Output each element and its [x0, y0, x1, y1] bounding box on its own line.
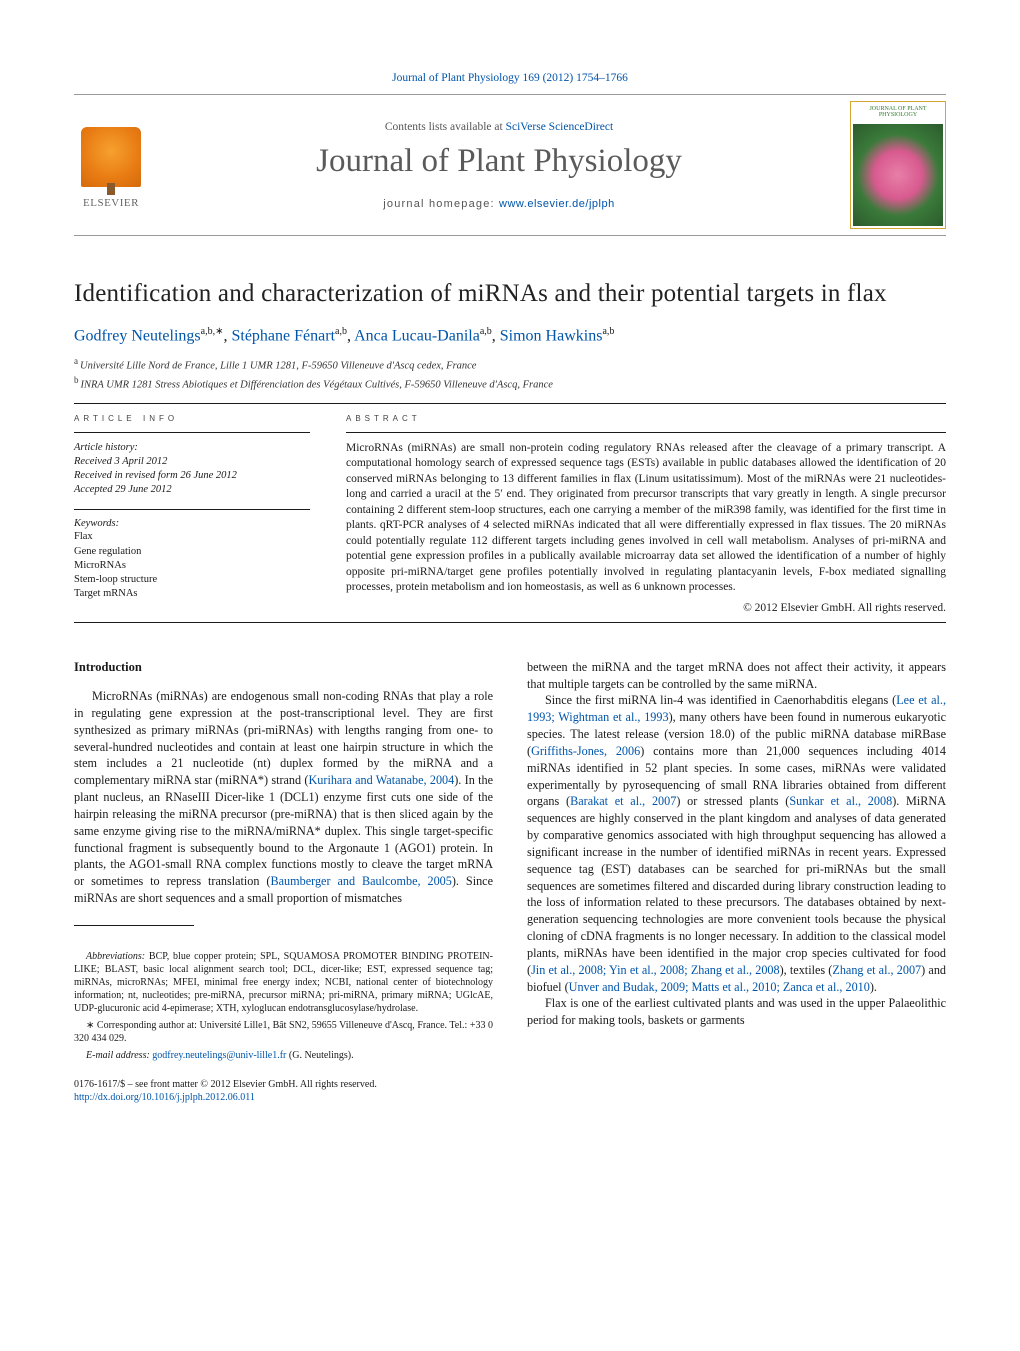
aff-text: INRA UMR 1281 Stress Abiotiques et Diffé… [81, 380, 553, 391]
doi-link[interactable]: http://dx.doi.org/10.1016/j.jplph.2012.0… [74, 1092, 255, 1103]
history-revised: Received in revised form 26 June 2012 [74, 469, 310, 483]
journal-cover-thumb: JOURNAL OF PLANT PHYSIOLOGY [850, 101, 946, 229]
journal-ref-link[interactable]: Journal of Plant Physiology 169 (2012) 1… [392, 72, 628, 84]
email-link[interactable]: godfrey.neutelings@univ-lille1.fr [152, 1050, 286, 1061]
abstract-heading: abstract [346, 410, 946, 424]
article-title: Identification and characterization of m… [74, 280, 946, 308]
abbrev-footnote: Abbreviations: BCP, blue copper protein;… [74, 950, 493, 1015]
email-footnote: E-mail address: godfrey.neutelings@univ-… [74, 1049, 493, 1062]
aff-key: b [74, 375, 79, 385]
aff-text: Université Lille Nord de France, Lille 1… [80, 361, 476, 372]
author-link[interactable]: Godfrey Neutelings [74, 327, 201, 344]
cover-title: JOURNAL OF PLANT PHYSIOLOGY [851, 102, 945, 122]
citation-link[interactable]: Barakat et al., 2007 [570, 794, 676, 808]
article-info-heading: article info [74, 410, 310, 424]
keywords-label: Keywords: [74, 518, 310, 529]
history-label: Article history: [74, 441, 310, 455]
history-accepted: Accepted 29 June 2012 [74, 483, 310, 497]
rule-info-2 [74, 509, 310, 510]
keyword: Gene regulation [74, 545, 310, 559]
citation-link[interactable]: Baumberger and Baulcombe, 2005 [271, 874, 452, 888]
keyword: MicroRNAs [74, 559, 310, 573]
rule-abstract [346, 432, 946, 433]
corresponding-footnote: ∗ Corresponding author at: Université Li… [74, 1019, 493, 1045]
header-row: ELSEVIER Contents lists available at Sci… [74, 101, 946, 229]
citation-link[interactable]: Kurihara and Watanabe, 2004 [308, 773, 454, 787]
sciencedirect-link[interactable]: SciVerse ScienceDirect [506, 121, 614, 133]
elsevier-logo: ELSEVIER [74, 121, 148, 209]
footnote-rule [74, 925, 194, 926]
cover-flower-icon [853, 124, 943, 226]
homepage-label: journal homepage: [383, 198, 499, 210]
journal-title: Journal of Plant Physiology [148, 143, 850, 180]
homepage-line: journal homepage: www.elsevier.de/jplph [148, 198, 850, 210]
aff-key: a [74, 356, 78, 366]
rule-header-bottom [74, 235, 946, 236]
rule-top [74, 94, 946, 95]
citation-link[interactable]: Sunkar et al., 2008 [789, 794, 892, 808]
author-aff: a,b [335, 326, 347, 337]
homepage-link[interactable]: www.elsevier.de/jplph [499, 198, 615, 210]
rule-below-abstract [74, 622, 946, 623]
contents-line: Contents lists available at SciVerse Sci… [148, 121, 850, 133]
intro-heading: Introduction [74, 659, 493, 676]
authors-line: Godfrey Neutelingsa,b,∗, Stéphane Fénart… [74, 326, 946, 345]
affiliations: aUniversité Lille Nord de France, Lille … [74, 355, 946, 392]
history-received: Received 3 April 2012 [74, 455, 310, 469]
body-paragraph: Flax is one of the earliest cultivated p… [527, 995, 946, 1029]
rule-info-1 [74, 432, 310, 433]
contents-prefix: Contents lists available at [385, 121, 506, 133]
body-paragraph: MicroRNAs (miRNAs) are endogenous small … [74, 688, 493, 907]
author-link[interactable]: Simon Hawkins [500, 327, 603, 344]
abstract-copyright: © 2012 Elsevier GmbH. All rights reserve… [346, 602, 946, 614]
author-aff: a,b [602, 326, 614, 337]
publisher-name: ELSEVIER [83, 197, 139, 209]
journal-reference: Journal of Plant Physiology 169 (2012) 1… [74, 72, 946, 84]
author-aff: a,b,∗ [201, 326, 224, 337]
doi-block: 0176-1617/$ – see front matter © 2012 El… [74, 1078, 493, 1104]
body-paragraph: between the miRNA and the target mRNA do… [527, 659, 946, 693]
citation-link[interactable]: Jin et al., 2008; Yin et al., 2008; Zhan… [531, 963, 780, 977]
citation-link[interactable]: Griffiths-Jones, 2006 [531, 744, 640, 758]
frontmatter-line: 0176-1617/$ – see front matter © 2012 El… [74, 1078, 493, 1091]
footnotes: Abbreviations: BCP, blue copper protein;… [74, 946, 493, 1062]
keywords-list: Flax Gene regulation MicroRNAs Stem-loop… [74, 530, 310, 601]
elsevier-tree-icon [81, 127, 141, 187]
author-link[interactable]: Anca Lucau-Danila [354, 327, 480, 344]
author-aff: a,b [480, 326, 492, 337]
keyword: Target mRNAs [74, 587, 310, 601]
article-history: Article history: Received 3 April 2012 R… [74, 441, 310, 498]
author-link[interactable]: Stéphane Fénart [231, 327, 335, 344]
keyword: Flax [74, 530, 310, 544]
keyword: Stem-loop structure [74, 573, 310, 587]
right-column: between the miRNA and the target mRNA do… [527, 659, 946, 1104]
left-column: Introduction MicroRNAs (miRNAs) are endo… [74, 659, 493, 1104]
body-paragraph: Since the first miRNA lin-4 was identifi… [527, 692, 946, 995]
citation-link[interactable]: Zhang et al., 2007 [832, 963, 921, 977]
rule-above-info [74, 403, 946, 404]
citation-link[interactable]: Unver and Budak, 2009; Matts et al., 201… [569, 980, 870, 994]
abstract-text: MicroRNAs (miRNAs) are small non-protein… [346, 441, 946, 596]
